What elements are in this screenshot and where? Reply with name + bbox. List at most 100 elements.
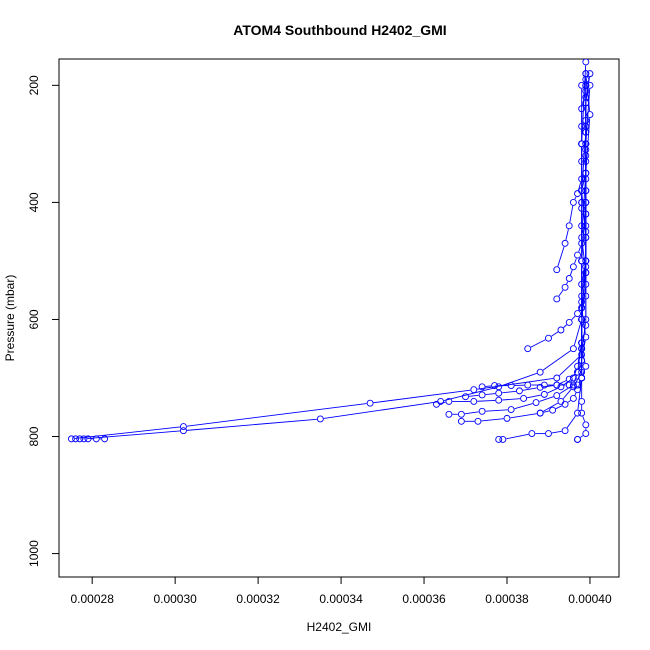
data-point	[528, 430, 536, 438]
profile-segment	[565, 229, 569, 241]
data-point	[582, 333, 590, 341]
profile-segment	[574, 392, 577, 396]
data-point	[536, 409, 544, 417]
data-point	[557, 326, 565, 334]
profile-segment	[574, 258, 577, 264]
data-point	[553, 295, 561, 303]
data-point	[470, 397, 478, 405]
data-point	[179, 427, 187, 435]
profile-segment	[555, 405, 563, 410]
profile-segment	[580, 435, 584, 438]
profile-segment	[481, 418, 504, 422]
data-point	[478, 407, 486, 415]
data-point	[536, 383, 544, 391]
profile-segment	[443, 387, 496, 401]
profile-segment	[323, 401, 438, 419]
profile-segment	[547, 387, 558, 394]
data-point	[574, 368, 581, 376]
data-point	[574, 436, 581, 443]
profile-segment	[578, 246, 581, 252]
data-point	[491, 382, 499, 390]
profile-segment	[485, 393, 496, 396]
profile-segment	[566, 415, 576, 429]
data-point	[507, 382, 515, 390]
data-point	[545, 334, 552, 342]
x-tick-label: 0.00028	[70, 592, 114, 606]
profile-segment	[464, 411, 479, 415]
profile-segment	[569, 269, 573, 276]
profile-segment	[485, 409, 508, 412]
data-point	[578, 157, 586, 165]
profile-segment	[566, 281, 569, 285]
profile-segment	[582, 369, 586, 375]
data-point	[582, 76, 590, 83]
profile-segment	[581, 205, 587, 258]
data-point	[457, 410, 465, 418]
data-point	[433, 400, 440, 408]
data-point	[80, 435, 88, 443]
profile-segment	[468, 394, 479, 397]
y-tick-label: 400	[27, 192, 41, 212]
profile-segment	[542, 350, 571, 371]
chart-title: ATOM4 Southbound H2402_GMI	[233, 22, 446, 38]
data-point	[445, 397, 453, 405]
profile-segment	[510, 413, 537, 419]
profile-segment	[581, 276, 586, 305]
data-point	[445, 410, 453, 418]
profile-segment	[543, 385, 554, 388]
data-point	[474, 417, 482, 425]
data-point	[495, 396, 503, 404]
y-axis-label: Pressure (mbar)	[3, 275, 17, 362]
profile-segment	[571, 374, 576, 378]
data-point	[92, 435, 100, 443]
y-tick-label: 200	[27, 75, 41, 95]
data-point	[582, 263, 590, 271]
data-point	[524, 381, 532, 389]
data-point	[578, 397, 586, 405]
profile-segment	[87, 430, 180, 440]
profile-segment	[551, 331, 559, 337]
data-point	[72, 435, 80, 443]
data-point	[495, 436, 503, 443]
x-tick-label: 0.00038	[485, 592, 529, 606]
data-point	[507, 406, 515, 414]
profile-segment	[573, 322, 582, 346]
profile-segment	[582, 176, 586, 188]
profile-segment	[571, 315, 576, 321]
data-point	[532, 399, 540, 407]
data-point	[499, 436, 507, 443]
data-point	[536, 368, 544, 376]
data-point	[582, 430, 590, 438]
profile-segment	[530, 339, 546, 348]
data-point	[478, 391, 486, 399]
data-point	[520, 395, 528, 402]
profile-segment	[562, 389, 572, 400]
profile-segment	[558, 289, 564, 297]
data-point	[316, 415, 324, 423]
data-point	[586, 111, 594, 119]
data-point	[578, 81, 586, 89]
data-point	[578, 204, 586, 212]
profile-segment	[569, 205, 574, 223]
data-point	[578, 280, 586, 288]
data-point	[578, 222, 586, 230]
data-point	[582, 362, 590, 370]
data-point	[561, 427, 569, 435]
data-point	[553, 381, 561, 389]
data-point	[553, 392, 561, 400]
x-tick-label: 0.00032	[236, 592, 280, 606]
y-axis: 200 400 600 800 1000	[27, 75, 60, 567]
x-axis: 0.00028 0.00030 0.00032 0.00034 0.00036 0.000…	[70, 576, 612, 606]
profile-segment	[501, 372, 538, 387]
profile-segment	[522, 387, 537, 391]
data-point	[569, 374, 577, 382]
data-point	[578, 409, 586, 417]
data-point	[503, 414, 511, 422]
profile-segment	[543, 402, 559, 412]
data-point	[569, 345, 577, 353]
profile-segment	[557, 246, 565, 267]
profile-segment	[506, 433, 529, 440]
data-point	[540, 381, 548, 389]
